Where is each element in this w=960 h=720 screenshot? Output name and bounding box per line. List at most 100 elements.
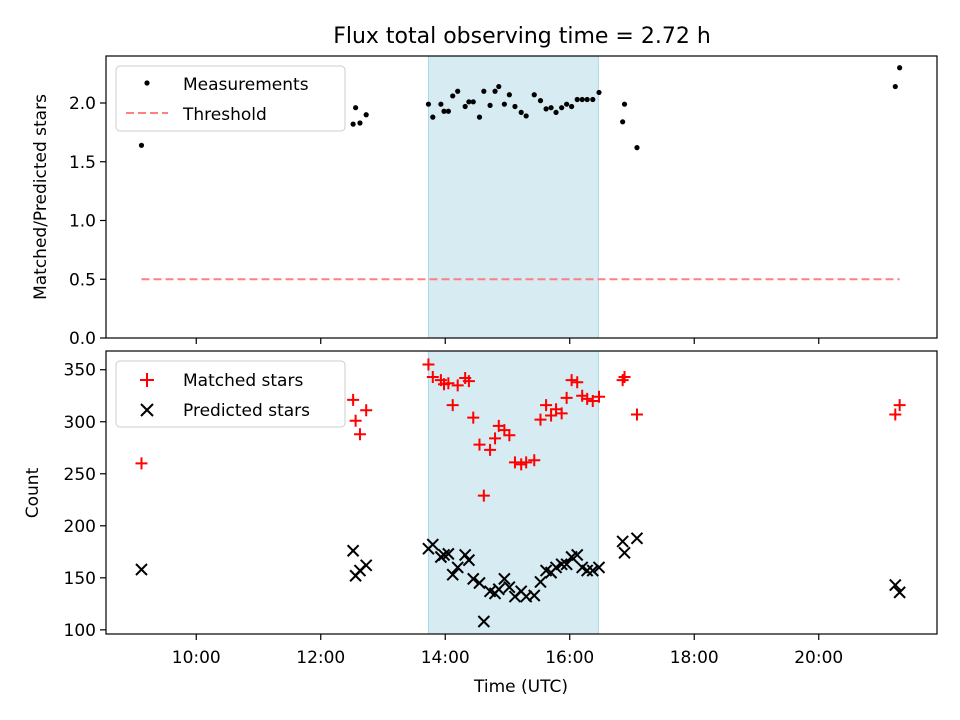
predicted-stars-point: [534, 575, 547, 589]
predicted-stars-point: [580, 564, 594, 577]
predicted-stars-point: [462, 553, 476, 567]
predicted-stars-point: [346, 544, 360, 557]
legend-label-predicted-stars: Predicted stars: [183, 401, 310, 421]
matched-stars-point: [889, 408, 902, 421]
x-axis-label: Time (UTC): [473, 677, 568, 697]
top-y-tick-label: 1.5: [69, 153, 96, 173]
matched-stars-point: [540, 399, 553, 412]
predicted-stars-point: [586, 564, 599, 577]
predicted-stars-point: [555, 558, 568, 571]
predicted-stars-point: [437, 548, 451, 562]
predicted-stars-point: [616, 535, 629, 548]
bottom-y-tick-label: 300: [64, 413, 96, 433]
measurement-point: [476, 114, 483, 120]
x-tick-label: 18:00: [670, 648, 719, 668]
measurement-point: [537, 98, 544, 104]
top-legend: Measurements Threshold: [115, 65, 346, 132]
matched-stars-point: [347, 393, 360, 406]
bottom-y-tick-label: 100: [64, 621, 96, 641]
predicted-stars-point: [528, 589, 541, 602]
measurement-point: [441, 108, 447, 114]
measurement-point: [462, 103, 468, 110]
matched-stars-point: [630, 408, 643, 421]
measurement-point: [350, 121, 356, 127]
top-panel: 0.00.51.01.52.0 Matched/Predicted stars …: [31, 55, 938, 349]
predicted-stars-point: [458, 548, 472, 562]
measurement-point: [363, 112, 369, 118]
measurement-point: [450, 93, 456, 99]
predicted-stars-point: [893, 586, 906, 599]
matched-stars-point: [893, 399, 906, 412]
matched-stars-point: [528, 454, 541, 467]
measurement-point: [574, 96, 580, 103]
matched-stars-point: [555, 407, 568, 420]
matched-stars-point: [586, 394, 599, 407]
measurement-point: [590, 96, 596, 103]
measurement-point: [512, 103, 518, 110]
matched-stars-point: [451, 379, 464, 392]
measurement-point: [455, 88, 461, 94]
measurement-point: [579, 96, 585, 103]
x-tick-label: 20:00: [794, 648, 843, 668]
matched-stars-point: [534, 413, 547, 426]
matched-stars-point: [473, 438, 486, 451]
matched-stars-point: [545, 409, 558, 422]
predicted-stars-point: [492, 583, 505, 596]
top-x-ticks: [195, 338, 820, 344]
measurement-point: [548, 105, 554, 111]
matched-stars-point: [360, 404, 373, 417]
legend-label-threshold: Threshold: [182, 105, 267, 125]
predicted-stars-point: [467, 572, 480, 586]
matched-stars-point: [426, 371, 439, 384]
predicted-stars-point: [442, 547, 455, 561]
top-y-tick-label: 0.5: [69, 270, 96, 290]
x-tick-label: 14:00: [421, 648, 470, 668]
matched-stars-point: [571, 376, 584, 389]
matched-stars-point: [592, 390, 605, 403]
matched-stars-point: [462, 375, 475, 388]
measurement-point: [481, 88, 487, 94]
measurement-point: [487, 102, 493, 108]
measurement-point: [430, 114, 436, 120]
top-y-axis-label: Matched/Predicted stars: [31, 94, 51, 300]
predicted-stars-point: [560, 558, 573, 571]
top-y-tick-label: 2.0: [69, 94, 96, 114]
top-y-tick-label: 1.0: [69, 212, 96, 232]
matched-stars-point: [484, 443, 497, 456]
bottom-y-tick-label: 250: [64, 465, 96, 485]
matched-stars-point: [560, 391, 573, 404]
predicted-stars-point: [571, 548, 584, 562]
measurement-point: [470, 99, 476, 105]
measurement-point: [569, 103, 575, 110]
measurement-point: [564, 101, 570, 107]
measurement-point: [492, 88, 498, 94]
top-y-tick-label: 0.0: [69, 329, 96, 349]
predicted-stars-point: [503, 580, 516, 594]
measurement-point: [596, 89, 602, 96]
bottom-y-tick-label: 200: [64, 517, 96, 537]
predicted-stars-point: [359, 559, 373, 572]
predicted-stars-point: [451, 561, 464, 574]
bottom-axes-frame: [105, 350, 938, 635]
measurement-point: [621, 101, 628, 107]
top-y-ticks: 0.0 0.5 1.0 1.5 2.0: [69, 94, 106, 349]
predicted-stars-point: [498, 572, 511, 586]
matched-stars-point: [489, 432, 502, 445]
bottom-legend: Matched stars Predicted stars: [115, 360, 346, 428]
bottom-y-tick-label: 350: [64, 361, 96, 381]
matched-stars-point: [422, 358, 435, 371]
measurement-point: [506, 92, 512, 98]
bottom-y-ticks: 100 150 200 250 300 350: [64, 361, 106, 641]
bottom-plot-area: [135, 358, 906, 628]
legend-label-matched-stars: Matched stars: [183, 371, 303, 391]
measurement-point: [531, 92, 537, 98]
matched-stars-point: [565, 374, 578, 387]
measurement-point: [523, 113, 529, 119]
measurement-point: [357, 120, 363, 126]
matched-stars-point: [520, 456, 533, 469]
predicted-stars-point: [889, 578, 902, 592]
measurement-point: [892, 83, 898, 90]
measurement-point: [438, 101, 444, 107]
